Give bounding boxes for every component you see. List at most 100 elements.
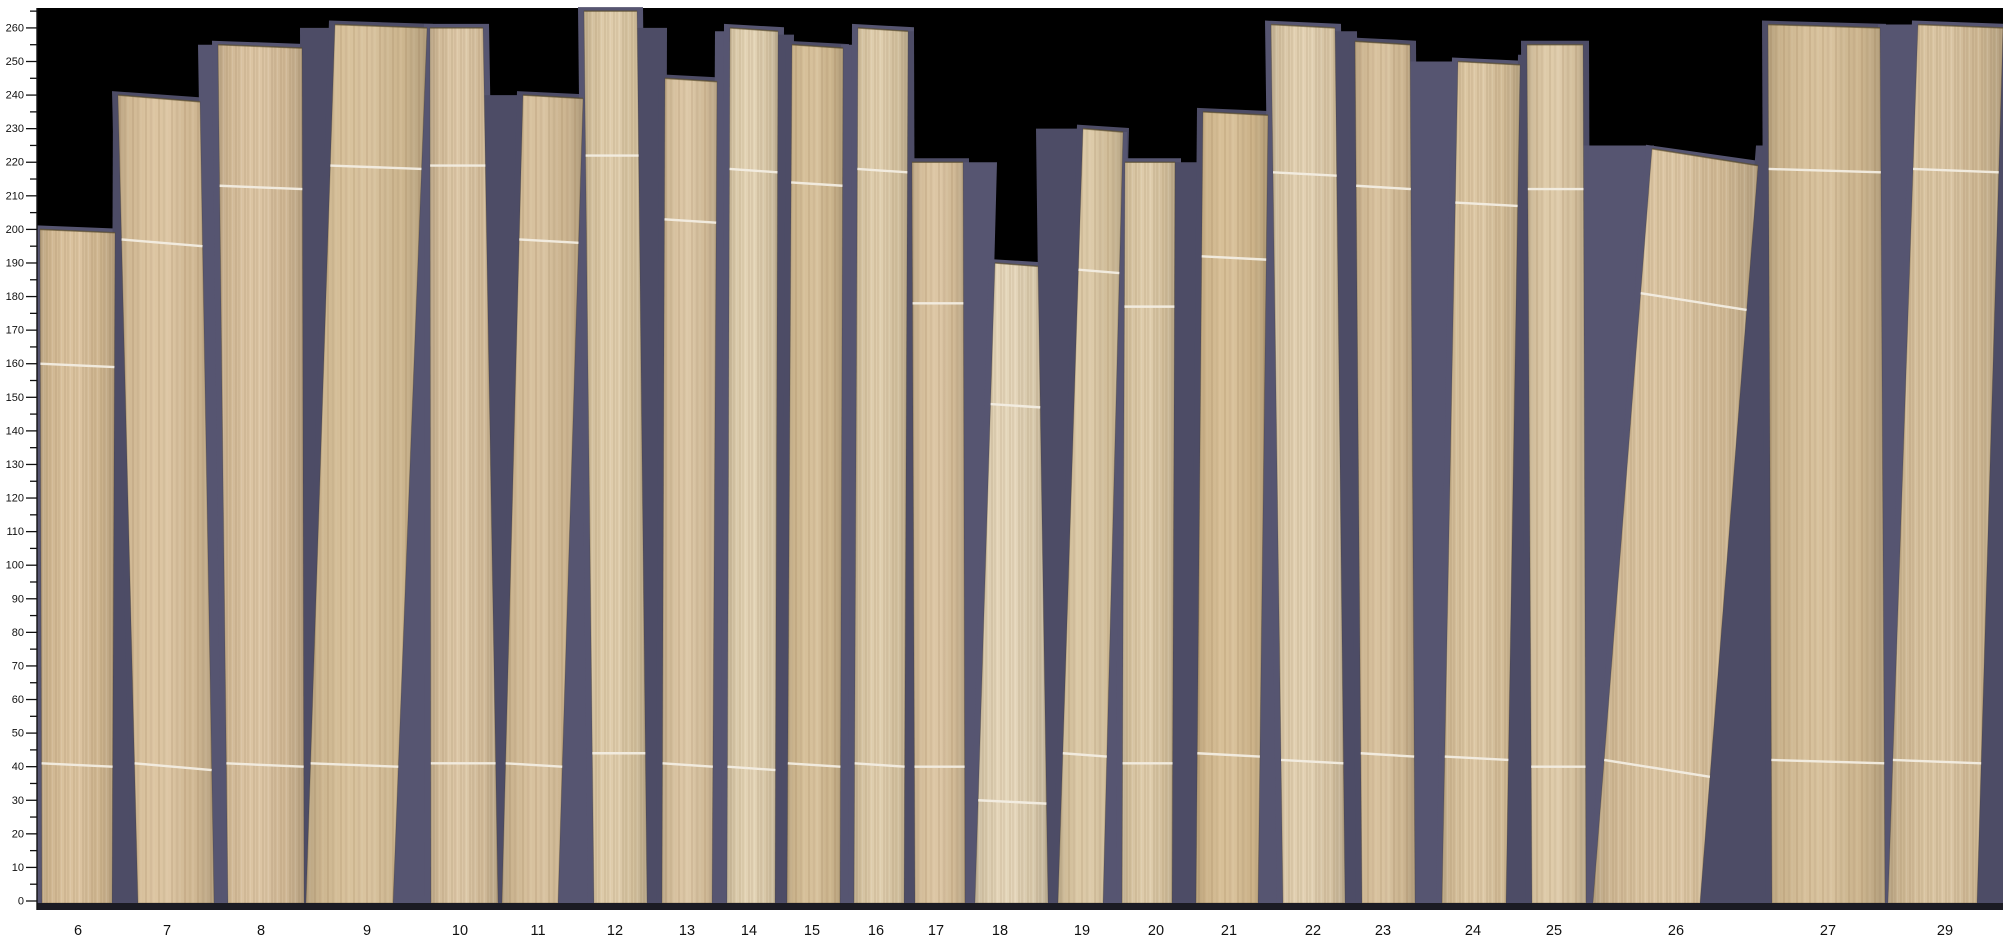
plank-14 xyxy=(726,27,779,904)
plank-grain xyxy=(118,95,214,903)
y-axis-label: 90 xyxy=(12,593,24,605)
plank-27 xyxy=(1767,23,1886,904)
plank-grain xyxy=(40,229,115,903)
y-axis-label: 70 xyxy=(12,660,24,672)
plank-white-line xyxy=(1356,184,1411,191)
plank-9 xyxy=(305,23,428,904)
plank-white-line xyxy=(310,762,399,768)
x-axis-label: 17 xyxy=(928,923,944,939)
y-axis: 0 10 20 30 40 50 60 70 80 90 100 110 120 130 140 150 160… xyxy=(6,8,38,910)
plank-top-edge xyxy=(1270,23,1336,29)
plank-white-line xyxy=(1272,171,1337,177)
plank-grain xyxy=(1196,111,1268,904)
y-axis-label: 50 xyxy=(12,728,24,740)
y-axis-label: 20 xyxy=(12,828,24,840)
plank-23 xyxy=(1354,40,1416,904)
plank-grain xyxy=(787,44,843,903)
plank-grain xyxy=(854,27,908,904)
y-axis-label: 40 xyxy=(12,761,24,773)
plank-grain xyxy=(975,262,1048,904)
x-axis-label: 22 xyxy=(1305,923,1321,939)
plank-white-line xyxy=(727,765,776,772)
y-axis-label: 140 xyxy=(6,425,24,437)
plank-top-edge xyxy=(522,94,584,100)
plank-top-edge xyxy=(334,23,428,29)
plank-white-line xyxy=(40,362,115,369)
plank-white-line xyxy=(330,164,422,171)
plank-grain xyxy=(218,44,304,903)
plank-white-line xyxy=(1444,755,1509,762)
plank-white-line xyxy=(791,181,843,187)
plank-white-line xyxy=(1604,758,1711,778)
plank-20 xyxy=(1121,161,1176,904)
planks-layer xyxy=(39,10,2003,904)
plank-6 xyxy=(39,228,116,904)
y-axis-label: 0 xyxy=(18,896,24,908)
plank-top-edge xyxy=(1457,60,1521,66)
plank-white-line xyxy=(729,167,778,174)
y-axis-label: 80 xyxy=(12,627,24,639)
y-axis-label: 150 xyxy=(6,392,24,404)
scan-gap xyxy=(1698,145,1774,907)
plank-24 xyxy=(1441,60,1521,904)
plank-white-line xyxy=(978,799,1047,805)
x-axis-label: 11 xyxy=(530,923,545,939)
plank-grain xyxy=(1122,162,1175,904)
y-axis-label: 220 xyxy=(6,157,24,169)
plank-18 xyxy=(974,262,1049,904)
y-axis-label: 100 xyxy=(6,560,24,572)
x-axis-label: 8 xyxy=(257,923,265,939)
plank-17 xyxy=(911,161,966,904)
y-axis-label: 160 xyxy=(6,358,24,370)
x-axis: 6 7 8 9 10 11 12 13 14 15 16 17 18 19 20 21 22 23 24 25 26 27… xyxy=(74,923,1953,939)
x-axis-label: 20 xyxy=(1148,923,1164,939)
y-axis-label: 60 xyxy=(12,694,24,706)
plank-grain xyxy=(912,162,965,904)
plank-29 xyxy=(1887,23,2003,904)
plank-white-line xyxy=(1892,758,1982,765)
x-axis-label: 7 xyxy=(163,923,171,939)
x-axis-label: 29 xyxy=(1937,923,1953,939)
plank-16 xyxy=(853,27,909,904)
x-axis-label: 27 xyxy=(1820,923,1836,939)
plank-white-line xyxy=(1913,167,1999,174)
x-axis-label: 19 xyxy=(1074,923,1090,939)
plank-white-line xyxy=(1078,268,1120,275)
y-axis-label: 210 xyxy=(6,190,24,202)
x-axis-label: 6 xyxy=(74,923,82,939)
plank-top-edge xyxy=(664,77,718,83)
plank-white-line xyxy=(219,184,303,191)
plank-white-line xyxy=(1771,758,1885,765)
x-axis-label: 26 xyxy=(1668,923,1684,939)
plank-grain xyxy=(1442,61,1520,903)
plank-top-edge xyxy=(994,262,1039,268)
x-axis-label: 21 xyxy=(1221,923,1237,939)
plank-top-edge xyxy=(1354,40,1411,46)
plank-21 xyxy=(1195,111,1269,904)
x-axis-label: 10 xyxy=(452,923,468,939)
plank-white-line xyxy=(1455,201,1518,208)
plank-white-line xyxy=(787,762,841,768)
plank-white-line xyxy=(519,238,579,245)
plank-grain xyxy=(502,95,583,903)
x-axis-label: 23 xyxy=(1375,923,1391,939)
y-axis-label: 110 xyxy=(6,526,24,538)
plank-13 xyxy=(661,77,718,904)
plank-white-line xyxy=(121,238,203,248)
plank-white-line xyxy=(990,402,1041,409)
plank-top-edge xyxy=(1082,127,1124,133)
y-axis-label: 230 xyxy=(6,123,24,135)
x-axis-label: 16 xyxy=(868,923,884,939)
y-axis-label: 10 xyxy=(12,862,24,874)
x-axis-label: 25 xyxy=(1546,923,1562,939)
y-axis-label: 170 xyxy=(6,325,24,337)
plank-white-line xyxy=(1062,752,1107,758)
y-axis-label: 250 xyxy=(6,56,24,68)
plank-15 xyxy=(786,43,844,904)
plank-top-edge xyxy=(117,94,201,103)
plank-white-line xyxy=(134,762,212,772)
y-axis-label: 240 xyxy=(6,90,24,102)
plank-top-edge xyxy=(729,27,779,33)
plank-top-edge xyxy=(857,27,909,33)
